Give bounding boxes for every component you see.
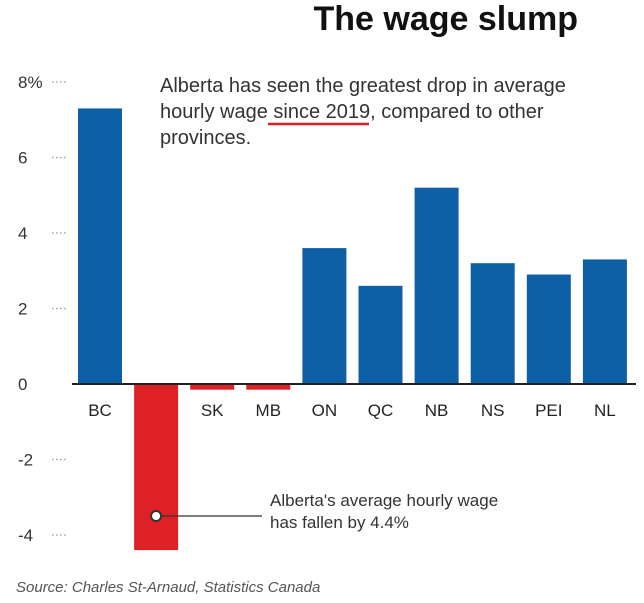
category-label: NB <box>425 401 449 420</box>
bar-on <box>302 248 347 384</box>
y-tick-label: 2 <box>18 300 27 319</box>
y-tick-label: 4 <box>18 224 27 243</box>
category-label: NS <box>481 401 505 420</box>
y-tick-label: -4 <box>18 526 33 545</box>
subtitle: Alberta has seen the greatest drop in av… <box>160 75 566 149</box>
bar-pei <box>526 274 571 384</box>
chart-title: The wage slump <box>314 0 579 38</box>
y-tick-label: 6 <box>18 149 27 168</box>
bar-ns <box>470 263 515 384</box>
bar-mb <box>246 384 291 390</box>
bar-nl <box>582 259 627 384</box>
subtitle-line-2: hourly wage since 2019, compared to othe… <box>160 101 544 123</box>
subtitle-line-1: Alberta has seen the greatest drop in av… <box>160 75 566 97</box>
bar-nb <box>414 187 459 384</box>
category-label: QC <box>368 401 394 420</box>
category-label: BC <box>88 401 112 420</box>
y-tick-label: -2 <box>18 451 33 470</box>
category-labels: BC SK MB ON QC NB NS PEI NL <box>88 401 616 420</box>
source-note: Source: Charles St-Arnaud, Statistics Ca… <box>16 579 320 596</box>
bar-ab <box>134 384 179 551</box>
annotation-line-1: Alberta's average hourly wage <box>270 491 498 510</box>
category-label: PEI <box>535 401 562 420</box>
category-label: MB <box>256 401 282 420</box>
category-label: NL <box>594 401 616 420</box>
y-axis: 8% 6 4 2 0 -2 -4 <box>18 73 68 545</box>
annotation: Alberta's average hourly wage has fallen… <box>150 491 498 532</box>
bar-sk <box>190 384 235 390</box>
bar-bc <box>78 108 122 385</box>
bar-qc <box>358 285 403 384</box>
subtitle-line-3: provinces. <box>160 127 251 149</box>
annotation-line-2: has fallen by 4.4% <box>270 513 409 532</box>
y-tick-label: 8% <box>18 73 43 92</box>
category-label: ON <box>312 401 338 420</box>
y-tick-label: 0 <box>18 375 27 394</box>
bars <box>78 108 627 551</box>
annotation-marker <box>150 510 163 522</box>
category-label: SK <box>201 401 224 420</box>
